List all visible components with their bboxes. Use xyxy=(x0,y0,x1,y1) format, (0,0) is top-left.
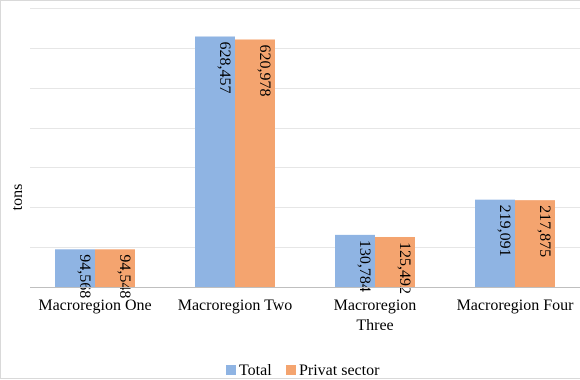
legend: Total Privat sector xyxy=(226,362,380,379)
category-label: Macroregion xyxy=(334,297,417,314)
data-label: 219,091 xyxy=(496,205,513,257)
category-label: Three xyxy=(356,317,393,334)
data-label: 217,875 xyxy=(536,205,553,257)
category-labels: Macroregion One Macroregion Two Macroregio… xyxy=(38,297,574,334)
bar-total xyxy=(475,199,515,287)
bar-total xyxy=(195,36,235,287)
gridlines xyxy=(30,8,580,248)
data-label: 628,457 xyxy=(216,42,233,94)
legend-label: Total xyxy=(239,362,272,379)
bar-privat-sector xyxy=(235,39,275,287)
bar-total xyxy=(335,234,375,287)
bar-privat-sector xyxy=(515,200,555,287)
data-label: 620,978 xyxy=(256,44,273,96)
bars xyxy=(55,36,555,287)
category-label: Macroregion Four xyxy=(457,297,575,314)
bar-total xyxy=(55,249,95,287)
data-label: 125,492 xyxy=(396,242,413,294)
legend-swatch-privat-sector xyxy=(286,365,296,375)
data-label: 94,548 xyxy=(116,254,133,298)
category-label: Macroregion One xyxy=(38,297,151,314)
y-axis-label: tons xyxy=(9,184,26,211)
data-label: 130,784 xyxy=(356,240,373,292)
bar-privat-sector xyxy=(375,236,415,287)
data-label: 94,568 xyxy=(76,254,93,298)
category-label: Macroregion Two xyxy=(178,297,293,314)
legend-swatch-total xyxy=(226,365,236,375)
bar-privat-sector xyxy=(95,249,135,287)
legend-label: Privat sector xyxy=(299,362,380,379)
